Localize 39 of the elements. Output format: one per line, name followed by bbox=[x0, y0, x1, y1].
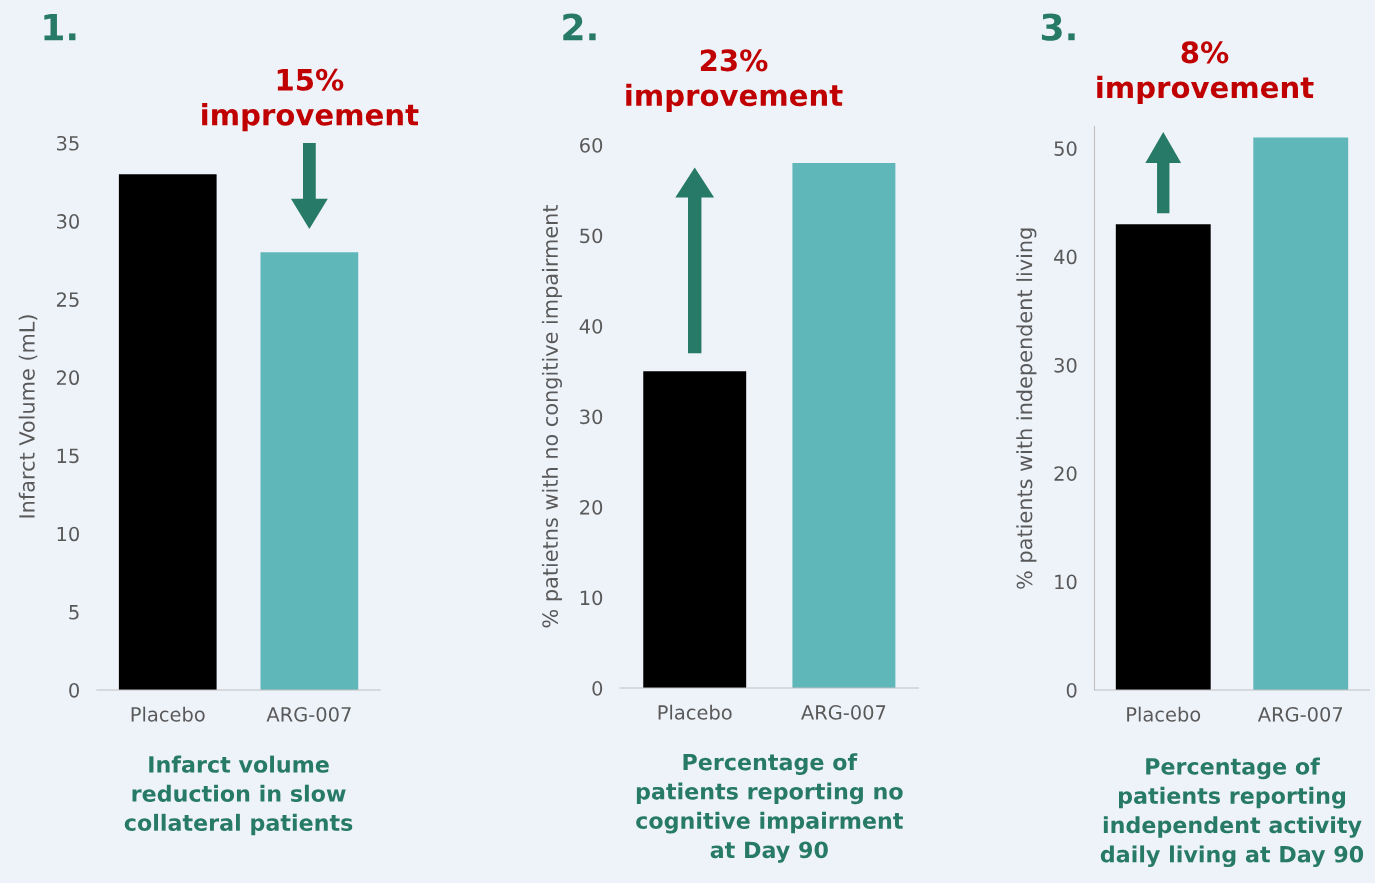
y-tick-label: 10 bbox=[580, 590, 603, 606]
chart-title: 3. bbox=[1041, 13, 1075, 41]
text: 8% improvement bbox=[1097, 41, 1314, 104]
y-tick-label: 5 bbox=[69, 605, 79, 620]
y-tick-label: 50 bbox=[580, 228, 603, 244]
y-axis-title: % patietns with no congitive impairment bbox=[541, 204, 563, 628]
y-tick-label: 20 bbox=[56, 370, 79, 386]
y-tick-label: 60 bbox=[580, 137, 603, 153]
y-tick-label: 40 bbox=[579, 318, 603, 334]
y-tick-label: 15 bbox=[57, 448, 79, 464]
x-tick-label: Placebo bbox=[131, 706, 205, 722]
chart-title: 1. bbox=[44, 13, 76, 41]
chart-title: 2. bbox=[563, 13, 596, 41]
y-tick-label: 30 bbox=[580, 409, 603, 425]
text: Infarct volume reduction in slow collateral patients bbox=[124, 755, 353, 836]
y-tick-label: 40 bbox=[1054, 249, 1077, 265]
y-tick-label: 30 bbox=[1054, 357, 1077, 373]
text: 23% improvement bbox=[626, 49, 843, 112]
y-tick-label: 10 bbox=[57, 526, 79, 542]
text: Percentage of patients reporting no cognitive impairment at Day 90 bbox=[636, 753, 903, 863]
x-tick-label: ARG-007 bbox=[1257, 706, 1343, 722]
y-tick-label: 10 bbox=[1055, 574, 1077, 590]
y-tick-label: 35 bbox=[57, 135, 79, 151]
y-axis-title: % patients with independent living bbox=[1016, 228, 1037, 589]
y-tick-label: 25 bbox=[56, 292, 79, 307]
text: 15% improvement bbox=[202, 68, 419, 132]
y-tick-label: 20 bbox=[1054, 466, 1077, 481]
x-tick-label: ARG-007 bbox=[266, 706, 351, 722]
text: Percentage of patients reporting independent activity daily living at Day 90 bbox=[1100, 757, 1364, 868]
x-tick-label: Placebo bbox=[658, 704, 732, 720]
x-tick-label: ARG-007 bbox=[801, 705, 886, 720]
x-tick-label: Placebo bbox=[1127, 706, 1201, 722]
y-tick-label: 30 bbox=[57, 214, 79, 229]
y-tick-label: 0 bbox=[1066, 682, 1077, 698]
y-tick-label: 0 bbox=[592, 680, 603, 696]
y-tick-label: 0 bbox=[69, 682, 79, 698]
y-axis-title: Infarct Volume (mL) bbox=[18, 315, 38, 518]
y-tick-label: 20 bbox=[580, 499, 603, 515]
y-tick-label: 50 bbox=[1054, 141, 1077, 156]
